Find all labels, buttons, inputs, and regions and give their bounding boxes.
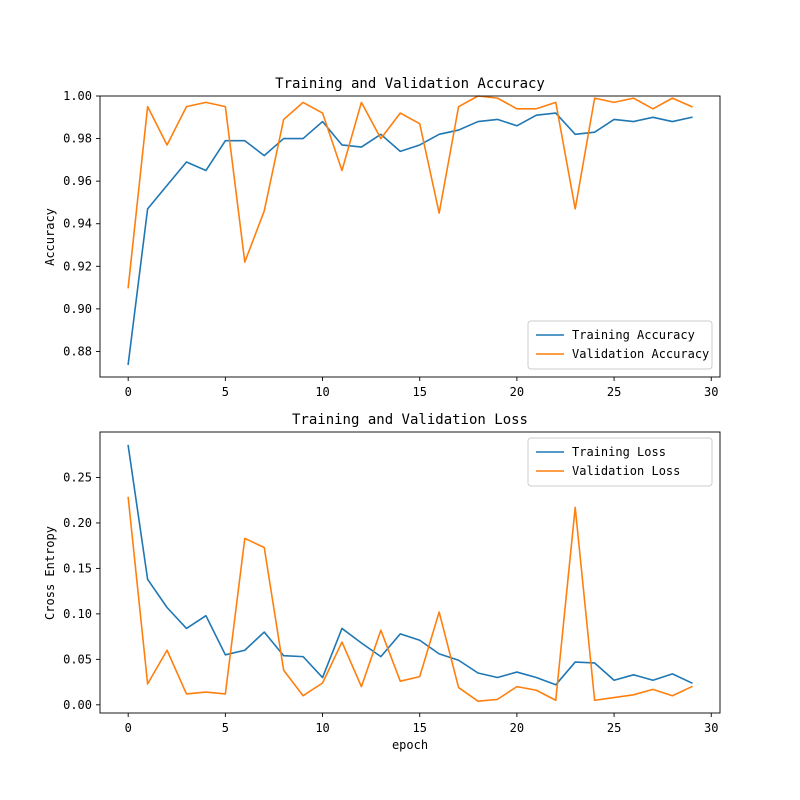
accuracy-legend: Training Accuracy Validation Accuracy	[527, 320, 713, 370]
loss-y-tick-label: 0.20	[63, 516, 92, 530]
loss-series-line-training-loss	[127, 444, 693, 686]
accuracy-series-line-validation-accuracy	[127, 95, 693, 289]
accuracy-y-axis-label: Accuracy	[43, 208, 57, 266]
accuracy-y-tick-label: 0.98	[63, 132, 92, 146]
accuracy-x-tick-label: 15	[412, 385, 426, 399]
loss-x-tick-label: 20	[510, 721, 524, 735]
loss-x-axis-label: epoch	[392, 738, 428, 752]
loss-legend: Training Loss Validation Loss	[527, 437, 713, 487]
loss-y-tick-label: 0.00	[63, 698, 92, 712]
accuracy-x-tick-label: 5	[222, 385, 229, 399]
loss-y-tick-label: 0.05	[63, 652, 92, 666]
accuracy-x-tick-label: 25	[607, 385, 621, 399]
loss-x-tick-label: 15	[412, 721, 426, 735]
loss-x-tick-label: 10	[315, 721, 329, 735]
loss-y-axis-label: Cross Entropy	[43, 526, 57, 620]
accuracy-x-tick-label: 10	[315, 385, 329, 399]
loss-series-line-validation-loss	[127, 496, 693, 702]
accuracy-legend-label: Validation Accuracy	[572, 347, 709, 361]
loss-x-tick-label: 0	[125, 721, 132, 735]
accuracy-x-tick-label: 30	[704, 385, 718, 399]
loss-y-tick-label: 0.10	[63, 607, 92, 621]
accuracy-x-tick-label: 0	[125, 385, 132, 399]
accuracy-x-tick-label: 20	[510, 385, 524, 399]
accuracy-y-tick-label: 0.94	[63, 217, 92, 231]
loss-x-tick-label: 5	[222, 721, 229, 735]
accuracy-y-tick-label: 0.96	[63, 174, 92, 188]
loss-legend-label: Validation Loss	[572, 464, 680, 478]
loss-legend-box	[527, 437, 713, 487]
accuracy-y-tick-label: 0.90	[63, 302, 92, 316]
loss-chart-title: Training and Validation Loss	[292, 412, 528, 428]
accuracy-y-tick-label: 1.00	[63, 89, 92, 103]
loss-plot-frame	[99, 431, 721, 714]
loss-legend-label: Training Loss	[572, 445, 666, 459]
loss-x-tick-label: 30	[704, 721, 718, 735]
accuracy-legend-label: Training Accuracy	[572, 328, 695, 342]
accuracy-y-tick-label: 0.88	[63, 344, 92, 358]
loss-chart: Training and Validation Loss Cross Entro…	[43, 412, 721, 752]
accuracy-y-tick-label: 0.92	[63, 259, 92, 273]
accuracy-chart: Training and Validation Accuracy Accurac…	[43, 76, 721, 399]
accuracy-series-line-training-accuracy	[127, 112, 693, 366]
accuracy-plot-frame	[99, 95, 721, 378]
loss-y-tick-label: 0.15	[63, 561, 92, 575]
accuracy-legend-box	[527, 320, 713, 370]
loss-y-tick-label: 0.25	[63, 470, 92, 484]
accuracy-chart-title: Training and Validation Accuracy	[275, 76, 545, 92]
loss-x-tick-label: 25	[607, 721, 621, 735]
